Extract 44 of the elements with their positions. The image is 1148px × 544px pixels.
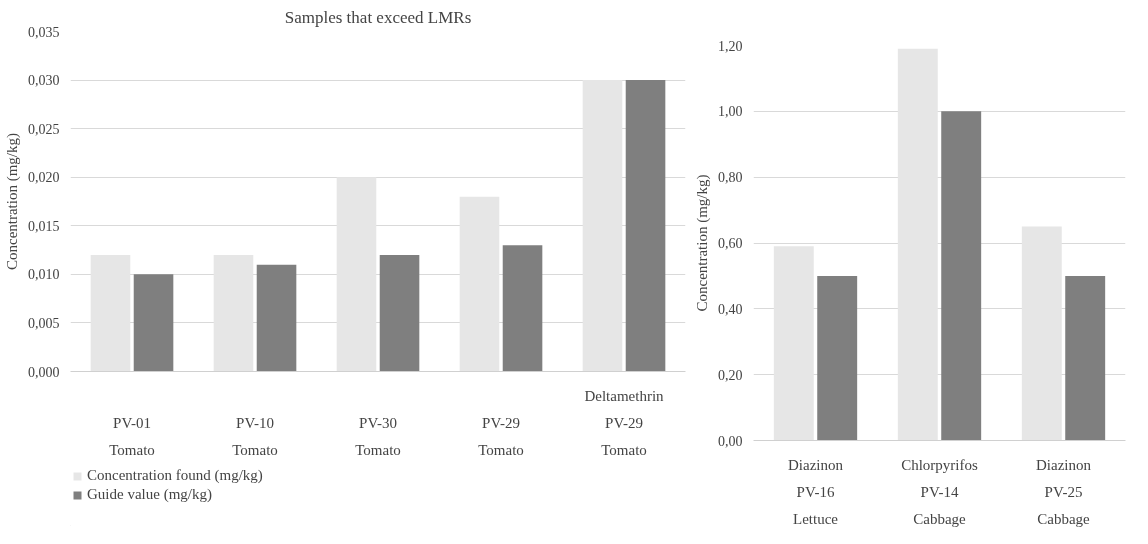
category-label: Deltamethrin PV-29 Tomato xyxy=(584,387,664,458)
bar xyxy=(90,254,131,372)
y-tick-label: 0,015 xyxy=(28,218,60,234)
bar xyxy=(1065,275,1106,441)
category-label: PV-01 Tomato xyxy=(109,414,155,458)
bar xyxy=(213,254,254,372)
category-label: PV-30 Tomato xyxy=(355,414,401,458)
y-tick-label: 0,000 xyxy=(28,364,60,380)
y-tick-label: 0,80 xyxy=(718,170,743,186)
bar xyxy=(625,80,666,372)
y-tick-label: 0,005 xyxy=(28,315,60,331)
bar xyxy=(256,264,297,372)
bar xyxy=(773,246,814,441)
category-label: PV-10 Tomato xyxy=(232,414,278,458)
bar xyxy=(582,80,623,372)
legend-label: Concentration found (mg/kg) xyxy=(87,467,263,484)
category-label: Diazinon PV-16 Lettuce xyxy=(788,456,843,527)
y-axis-title: Concentration (mg/kg) xyxy=(4,132,21,271)
bar xyxy=(133,274,174,372)
legend-label: Guide value (mg/kg) xyxy=(87,486,212,503)
y-tick-label: 0,035 xyxy=(28,24,60,40)
bar xyxy=(897,48,938,441)
category-label: Diazinon PV-25 Cabbage xyxy=(1036,456,1091,527)
y-tick-label: 0,020 xyxy=(28,170,60,186)
bar xyxy=(502,245,543,372)
y-tick-label: 0,40 xyxy=(718,301,743,317)
y-tick-label: 0,010 xyxy=(28,267,60,283)
bar xyxy=(1021,226,1062,441)
category-label: PV-29 Tomato xyxy=(478,414,524,458)
bar xyxy=(817,275,858,441)
y-tick-label: 0,60 xyxy=(718,236,743,251)
bar xyxy=(379,254,420,372)
y-axis-title: Concentration (mg/kg) xyxy=(694,174,711,312)
bar xyxy=(336,177,377,372)
category-label: Chlorpyrifos PV-14 Cabbage xyxy=(901,456,978,527)
y-tick-label: 1,20 xyxy=(718,38,743,54)
bar xyxy=(459,196,500,372)
y-tick-label: 0,030 xyxy=(28,73,60,89)
y-tick-label: 0,20 xyxy=(718,367,743,383)
chart-title: Samples that exceed LMRs xyxy=(284,7,472,27)
y-tick-label: 0,025 xyxy=(28,121,60,137)
y-tick-label: 0,00 xyxy=(718,433,743,449)
bar xyxy=(941,111,982,441)
y-tick-label: 1,00 xyxy=(718,104,743,120)
